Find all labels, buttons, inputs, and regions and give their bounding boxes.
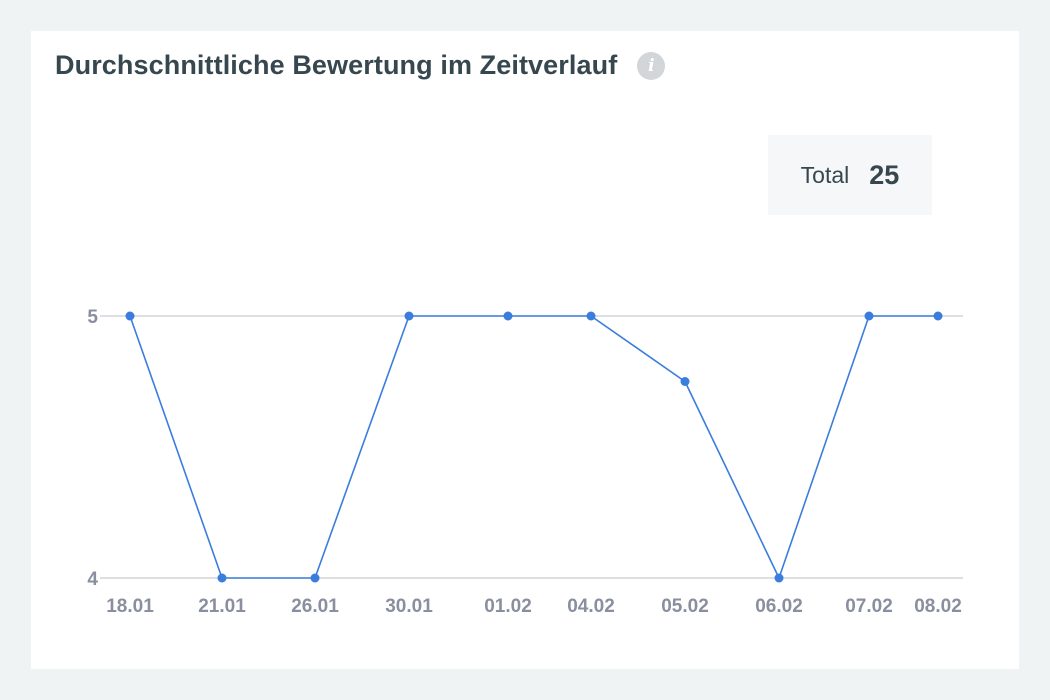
x-tick-label: 07.02	[845, 596, 893, 617]
data-point[interactable]	[933, 311, 943, 321]
y-tick-label: 5	[87, 307, 98, 328]
data-point[interactable]	[586, 311, 596, 321]
title-row: Durchschnittliche Bewertung im Zeitverla…	[55, 50, 666, 81]
total-value: 25	[869, 159, 900, 190]
x-tick-label: 21.01	[198, 596, 246, 617]
x-tick-label: 26.01	[291, 596, 339, 617]
chart-title: Durchschnittliche Bewertung im Zeitverla…	[55, 50, 618, 80]
x-tick-label: 30.01	[385, 596, 433, 617]
total-label: Total	[800, 161, 850, 188]
x-tick-label: 01.02	[484, 596, 532, 617]
y-tick-label: 4	[87, 569, 98, 590]
info-icon[interactable]: i	[637, 51, 666, 80]
data-point[interactable]	[503, 311, 513, 321]
data-point[interactable]	[217, 573, 227, 583]
x-tick-label: 06.02	[755, 596, 803, 617]
data-point[interactable]	[125, 311, 135, 321]
data-point[interactable]	[864, 311, 874, 321]
x-tick-label: 18.01	[106, 596, 154, 617]
y-axis-ticks: 45	[87, 307, 98, 590]
data-point[interactable]	[310, 573, 320, 583]
grid-lines	[100, 315, 963, 579]
series-line-layer	[129, 315, 938, 579]
x-tick-label: 04.02	[567, 596, 615, 617]
total-box: Total 25	[768, 135, 932, 215]
data-point[interactable]	[404, 311, 414, 321]
series-line	[129, 315, 938, 579]
data-points	[125, 311, 943, 583]
data-point[interactable]	[680, 377, 690, 386]
x-axis-ticks: 18.01 21.01 26.01 30.01 01.02 04.02 05.02 06.02…	[106, 596, 962, 617]
x-tick-label: 05.02	[661, 596, 709, 617]
data-point[interactable]	[774, 573, 784, 583]
x-tick-label: 08.02	[914, 596, 962, 617]
